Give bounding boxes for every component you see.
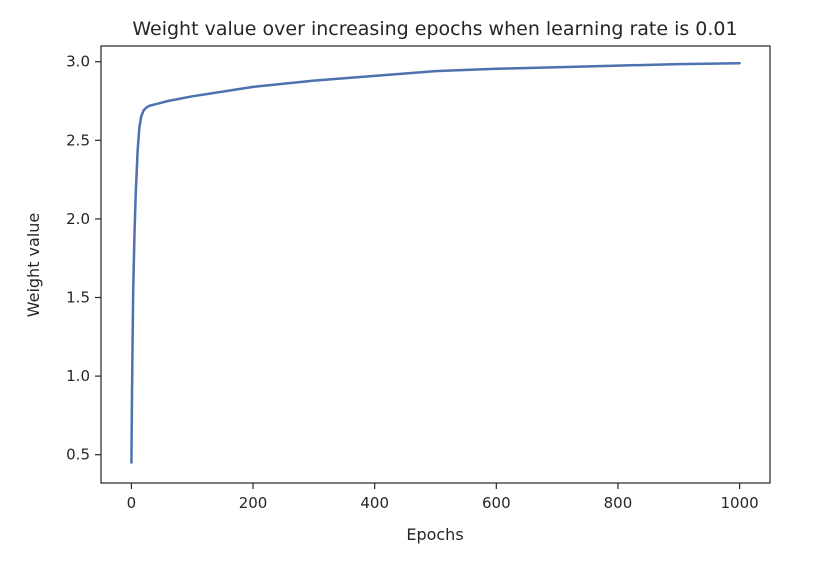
chart-title: Weight value over increasing epochs when… (132, 18, 737, 40)
x-axis: 0 200 400 600 800 1000 (127, 483, 759, 512)
y-tick-label: 2.0 (66, 210, 90, 228)
x-tick-label: 800 (604, 494, 633, 512)
x-tick-label: 1000 (720, 494, 758, 512)
y-tick-label: 1.5 (66, 289, 90, 307)
x-tick-label: 400 (360, 494, 389, 512)
y-axis: 0.5 1.0 1.5 2.0 2.5 3.0 (66, 53, 101, 464)
y-tick-label: 3.0 (66, 53, 90, 71)
y-tick-label: 0.5 (66, 446, 90, 464)
weight-value-line (130, 62, 741, 464)
x-axis-label: Epochs (406, 525, 463, 544)
plot-area-frame (100, 45, 771, 484)
x-tick-label: 0 (127, 494, 137, 512)
y-axis-label: Weight value (24, 213, 43, 318)
y-tick-label: 2.5 (66, 131, 90, 149)
x-tick-label: 600 (482, 494, 511, 512)
x-tick-label: 200 (239, 494, 268, 512)
y-tick-label: 1.0 (66, 367, 90, 385)
